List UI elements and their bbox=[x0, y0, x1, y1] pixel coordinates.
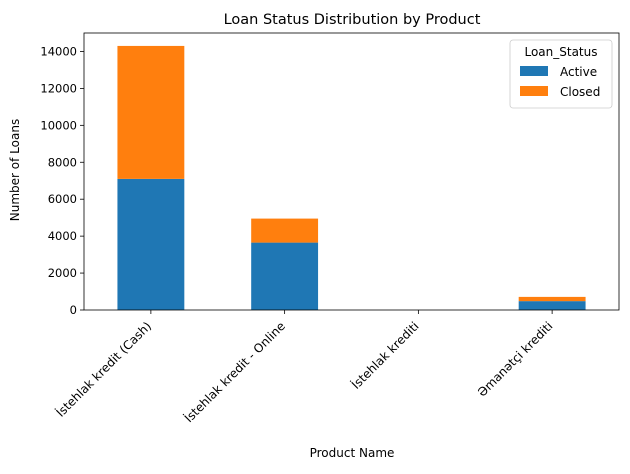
legend: Loan_Status Active Closed bbox=[509, 39, 613, 109]
x-tick-label-0: İstehlak kredit (Cash) bbox=[53, 318, 154, 419]
bar-active-1 bbox=[251, 242, 319, 310]
chart-title: Loan Status Distribution by Product bbox=[224, 12, 481, 28]
x-tick-label-1: İstehlak kredit - Online bbox=[181, 318, 288, 425]
legend-swatch-closed bbox=[520, 86, 548, 96]
legend-label-active: Active bbox=[560, 65, 597, 79]
bar-active-3 bbox=[518, 301, 586, 310]
legend-title: Loan_Status bbox=[524, 45, 597, 59]
y-tick-label-3: 6000 bbox=[48, 192, 77, 206]
y-tick-label-7: 14000 bbox=[40, 44, 77, 58]
x-axis-label: Product Name bbox=[310, 446, 395, 460]
y-axis-label: Number of Loans bbox=[8, 119, 22, 221]
bar-closed-3 bbox=[518, 296, 586, 302]
legend-label-closed: Closed bbox=[560, 85, 600, 99]
y-tick-label-5: 10000 bbox=[40, 118, 77, 132]
bar-active-0 bbox=[117, 178, 185, 310]
x-tick-label-2: İstehlak krediti bbox=[348, 318, 421, 391]
y-tick-label-4: 8000 bbox=[48, 155, 77, 169]
bar-closed-0 bbox=[117, 45, 185, 179]
y-tick-label-6: 12000 bbox=[40, 81, 77, 95]
y-tick-label-0: 0 bbox=[70, 303, 77, 317]
legend-swatch-active bbox=[520, 66, 548, 76]
y-tick-label-1: 2000 bbox=[48, 266, 77, 280]
bar-closed-1 bbox=[251, 218, 319, 243]
y-tick-label-2: 4000 bbox=[48, 229, 77, 243]
plot-frame bbox=[83, 32, 620, 311]
x-tick-label-3: Əmanətçi krediti bbox=[475, 319, 556, 400]
